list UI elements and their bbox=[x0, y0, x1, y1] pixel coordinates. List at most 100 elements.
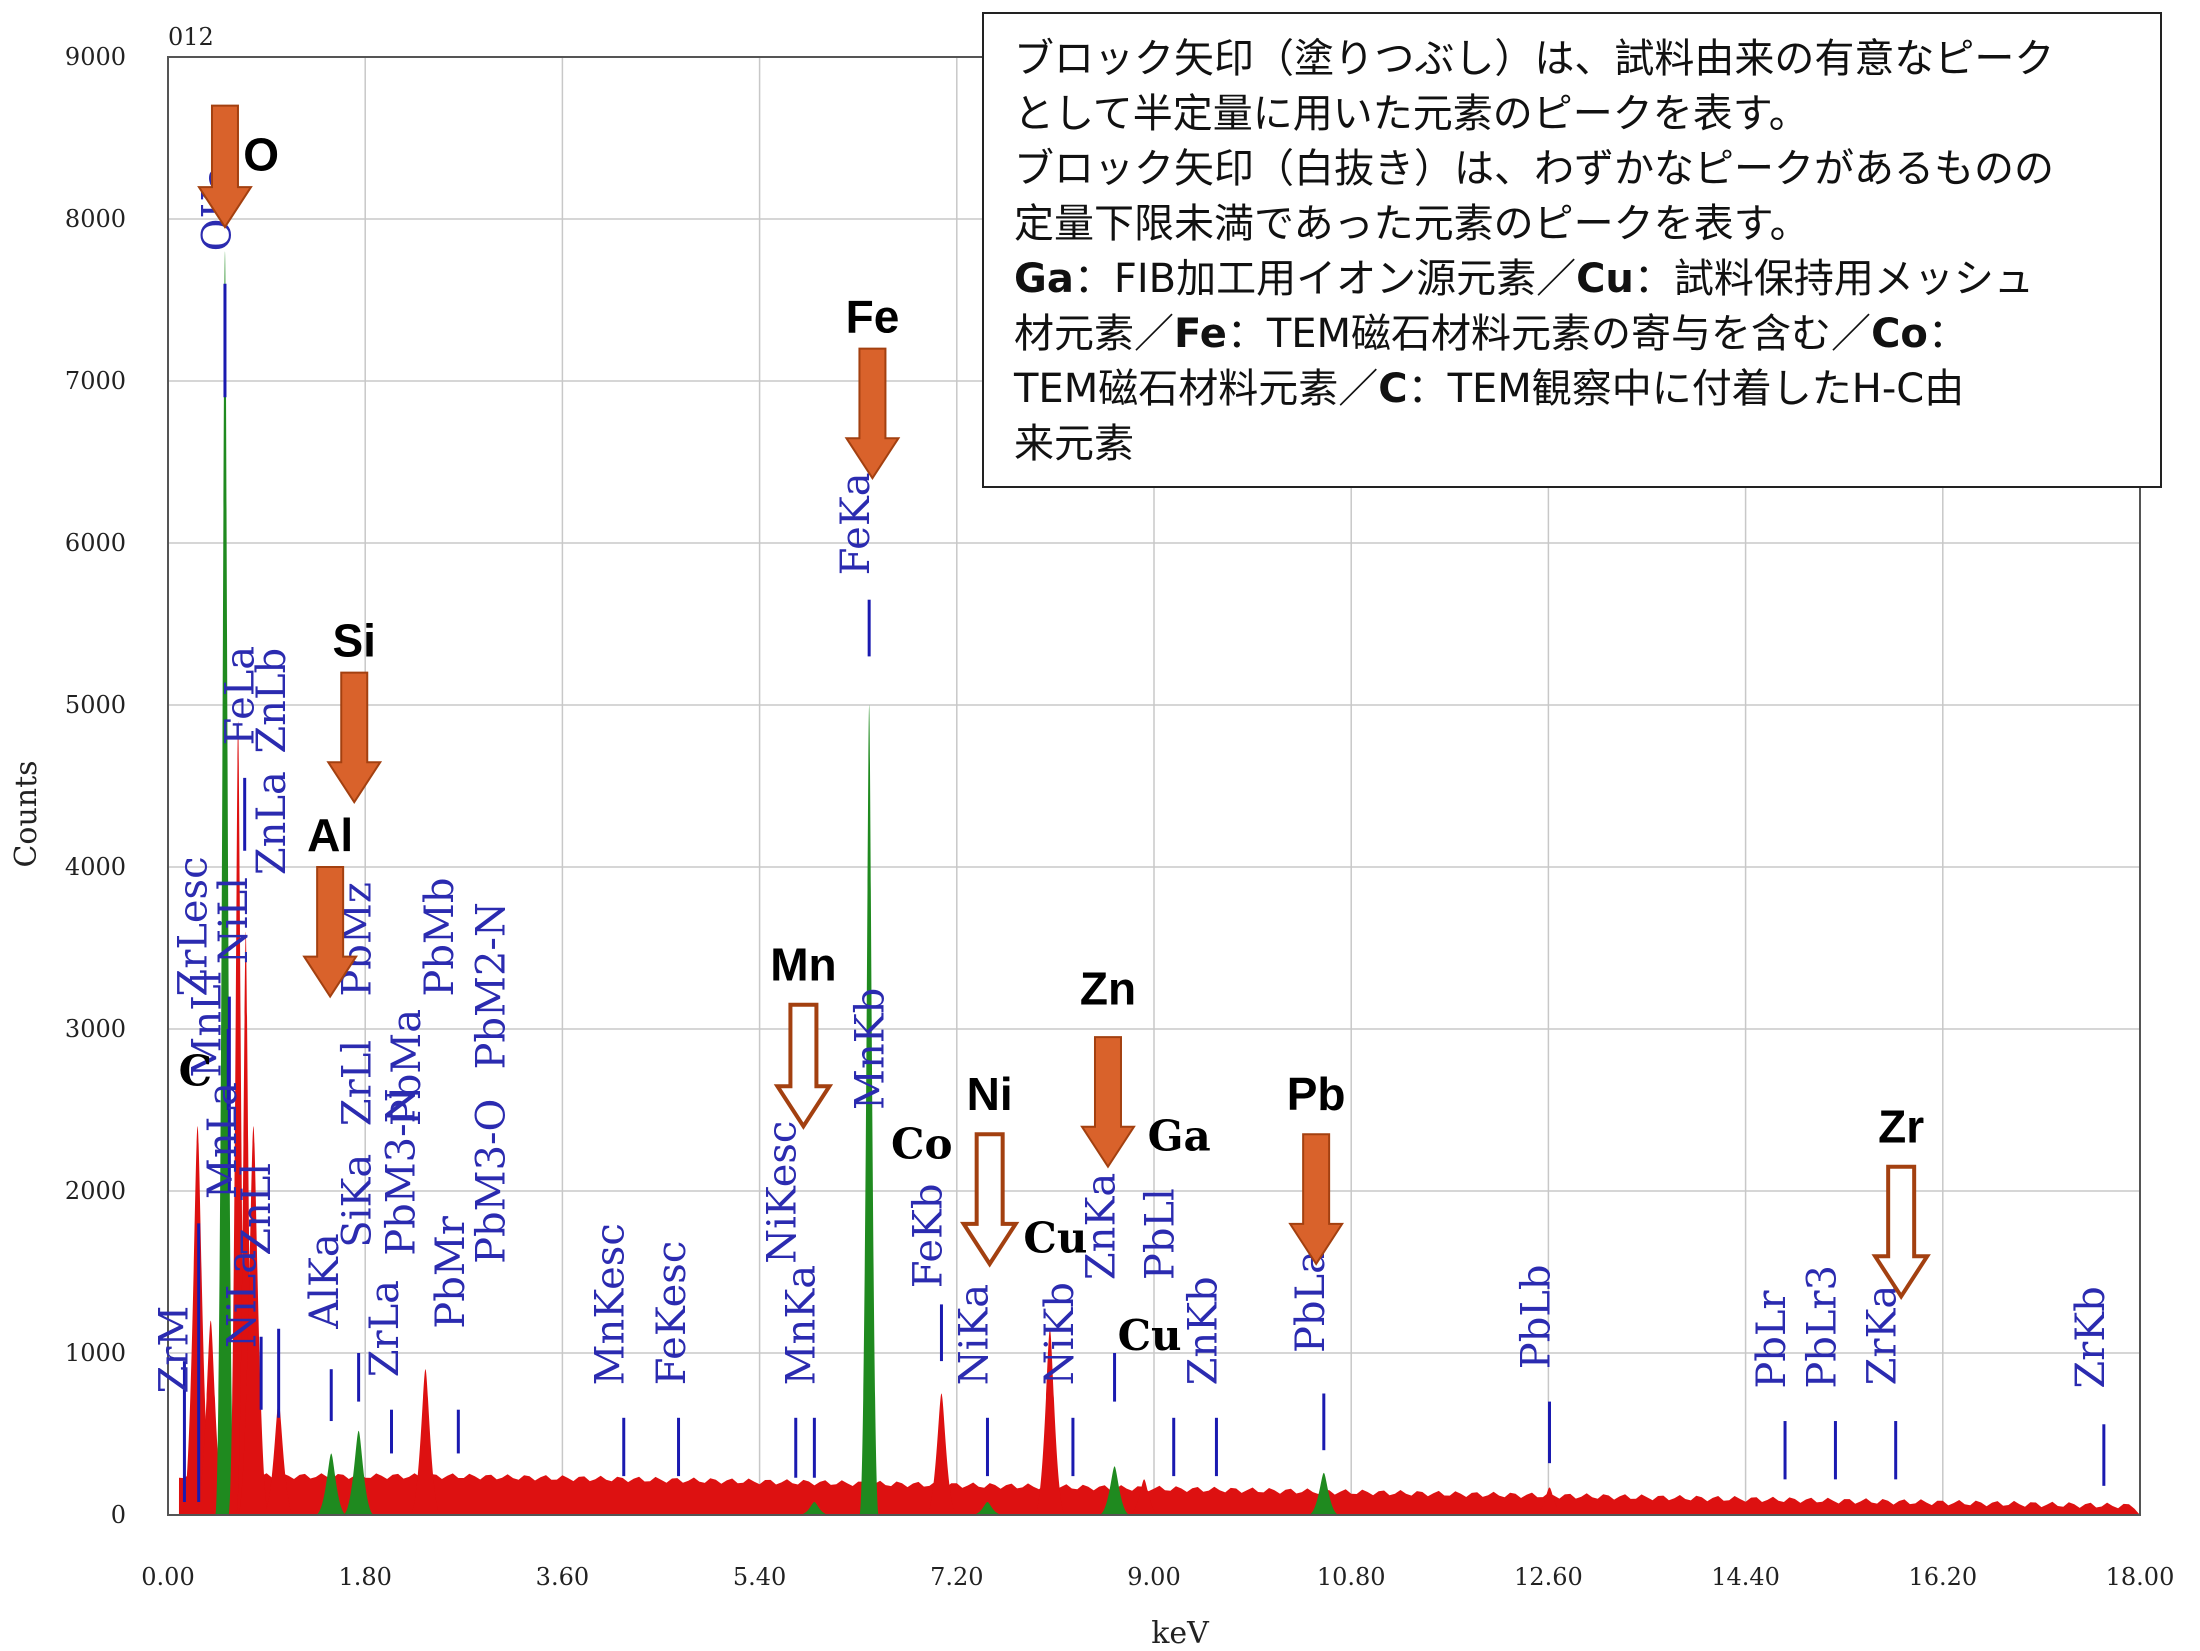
line-label-pbm2-n: PbM2-N bbox=[468, 902, 514, 1069]
line-label-zrlesc: ZrLesc bbox=[170, 857, 216, 997]
note-ga: Ga bbox=[1014, 256, 1074, 302]
line-label-nika: NiKa bbox=[951, 1284, 997, 1386]
line-label-mnka: MnKa bbox=[778, 1265, 824, 1385]
line-label-pbm3-o: PbM3-O bbox=[468, 1099, 514, 1264]
line-label-fela: FeLa bbox=[217, 646, 263, 746]
line-label-nila: NiLa bbox=[220, 1250, 266, 1348]
line-label-zrm: ZrM bbox=[152, 1306, 198, 1394]
line-label-pbm3-n: PbM3-N bbox=[379, 1088, 425, 1255]
y-tick-label: 8000 bbox=[65, 205, 126, 233]
line-label-pblr: PbLr bbox=[1749, 1290, 1795, 1389]
y-tick-label: 9000 bbox=[65, 43, 126, 71]
x-tick-label: 9.00 bbox=[1127, 1563, 1180, 1591]
element-label-ga: Ga bbox=[1148, 1112, 1211, 1161]
arrow-al-icon bbox=[302, 866, 358, 999]
x-tick-label: 7.20 bbox=[930, 1563, 983, 1591]
note-line-7: TEM磁石材料元素／C：TEM観察中に付着したH-C由 bbox=[1014, 362, 2130, 417]
x-tick-label: 14.40 bbox=[1711, 1563, 1780, 1591]
spectrum-peak bbox=[1533, 1487, 1566, 1515]
line-labels: ZrMOKaFeLaZnLbZnLaZrLescNiLlMnLlMnLaZnLl… bbox=[152, 165, 2114, 1394]
line-label-fekesc: FeKesc bbox=[649, 1241, 695, 1386]
spectrum-peak bbox=[798, 1502, 831, 1515]
spectrum-peak bbox=[1308, 1472, 1340, 1515]
spectrum-peak bbox=[1769, 1510, 1801, 1515]
x-tick-label: 3.60 bbox=[536, 1563, 589, 1591]
element-label-pb: Pb bbox=[1287, 1068, 1346, 1120]
line-label-nill: NiLl bbox=[211, 877, 257, 964]
y-tick-label: 5000 bbox=[65, 691, 126, 719]
element-label-si: Si bbox=[333, 614, 376, 666]
element-label-cu: Cu bbox=[1118, 1311, 1182, 1360]
element-label-al: Al bbox=[307, 809, 353, 861]
spectrum-peak bbox=[1128, 1479, 1160, 1515]
y-tick-label: 4000 bbox=[65, 853, 126, 881]
chart-title: 012 bbox=[168, 23, 214, 51]
line-label-zrkb: ZrKb bbox=[2068, 1286, 2114, 1388]
y-tick-label: 3000 bbox=[65, 1015, 126, 1043]
line-label-fekb: FeKb bbox=[905, 1183, 951, 1288]
element-label-zr: Zr bbox=[1878, 1100, 1924, 1152]
arrow-zn-icon bbox=[1080, 1036, 1136, 1169]
line-label-znlb: ZnLb bbox=[249, 648, 295, 754]
note-line-5: Ga：FIB加工用イオン源元素／Cu：試料保持用メッシュ bbox=[1014, 252, 2130, 307]
line-label-pbma: PbMa bbox=[384, 1009, 430, 1126]
element-label-c: C bbox=[179, 1047, 212, 1096]
spectrum-peak bbox=[971, 1502, 1004, 1515]
y-tick-label: 2000 bbox=[65, 1177, 126, 1205]
line-label-mnla: MnLa bbox=[200, 1082, 246, 1199]
note-fe: Fe bbox=[1174, 311, 1227, 357]
line-label-nikb: NiKb bbox=[1037, 1282, 1083, 1385]
y-tick-label: 1000 bbox=[65, 1339, 126, 1367]
x-tick-label: 10.80 bbox=[1317, 1563, 1386, 1591]
line-label-mnll: MnLl bbox=[185, 972, 231, 1078]
note-co-text: ： bbox=[1927, 311, 1968, 357]
note-line-8: 来元素 bbox=[1014, 421, 1134, 467]
spectrum-peak bbox=[215, 251, 235, 1515]
spectrum-peak bbox=[1098, 1466, 1131, 1515]
spectrum-series bbox=[178, 251, 2140, 1515]
line-label-pblr3: PbLr3 bbox=[1799, 1265, 1845, 1389]
note-ga-text: ：FIB加工用イオン源元素／ bbox=[1073, 256, 1577, 302]
line-label-znka: ZnKa bbox=[1079, 1173, 1125, 1280]
spectrum-peak bbox=[262, 1401, 295, 1515]
line-label-zrla: ZrLa bbox=[362, 1280, 408, 1377]
note-line-1: ブロック矢印（塗りつぶし）は、試料由来の有意なピーク bbox=[1014, 36, 2055, 82]
note-line-2: として半定量に用いた元素のピークを表す。 bbox=[1014, 91, 1809, 137]
line-label-alka: AlKa bbox=[302, 1233, 348, 1329]
arrow-zr-icon bbox=[1871, 1164, 1931, 1300]
y-tick-label: 6000 bbox=[65, 529, 126, 557]
x-tick-label: 5.40 bbox=[733, 1563, 786, 1591]
spectrum-peak bbox=[859, 705, 879, 1515]
y-tick-label: 0 bbox=[111, 1501, 126, 1529]
note-line-6: 材元素／Fe：TEM磁石材料元素の寄与を含む／Co： bbox=[1014, 307, 2130, 362]
note-cu-text: ：試料保持用メッシュ bbox=[1633, 256, 2034, 302]
y-tick-label: 7000 bbox=[65, 367, 126, 395]
line-label-zrll: ZrLl bbox=[335, 1040, 381, 1126]
arrow-fe-icon bbox=[844, 347, 901, 481]
line-label-znla: ZnLa bbox=[249, 771, 295, 875]
line-label-feka: FeKa bbox=[833, 472, 879, 575]
arrow-pb-icon bbox=[1288, 1133, 1344, 1266]
line-label-pbll: PbLl bbox=[1138, 1188, 1184, 1280]
element-label-o: O bbox=[243, 128, 279, 180]
line-label-pbla: PbLa bbox=[1288, 1250, 1334, 1353]
y-axis-title: Counts bbox=[9, 760, 44, 867]
line-markers bbox=[182, 283, 2106, 1503]
line-label-pbmr: PbMr bbox=[428, 1215, 474, 1328]
arrow-ni-icon bbox=[959, 1132, 1020, 1268]
spectrum-peak bbox=[1034, 1328, 1066, 1515]
element-arrows: O Si Al Fe Mn Ni Zn Pb Zr C Co Cu Ga Cu bbox=[179, 104, 1931, 1360]
line-label-znll: ZnLl bbox=[234, 1163, 280, 1256]
line-label-mnkesc: MnKesc bbox=[588, 1223, 634, 1385]
line-label-mnkb: MnKb bbox=[847, 988, 893, 1110]
x-tick-label: 16.20 bbox=[1908, 1563, 1977, 1591]
spectrum-peak bbox=[237, 1126, 270, 1515]
element-label-fe: Fe bbox=[846, 290, 900, 342]
x-tick-label: 1.80 bbox=[338, 1563, 391, 1591]
note-line-4: 定量下限未満であった元素のピークを表す。 bbox=[1014, 201, 1810, 247]
note-fe-text: ：TEM磁石材料元素の寄与を含む／ bbox=[1226, 311, 1872, 357]
line-label-pblb: PbLb bbox=[1513, 1265, 1559, 1370]
note-c-text: ：TEM観察中に付着したH-C由 bbox=[1407, 366, 1965, 412]
background-continuum bbox=[178, 1473, 2140, 1515]
element-label-mn: Mn bbox=[770, 938, 836, 990]
